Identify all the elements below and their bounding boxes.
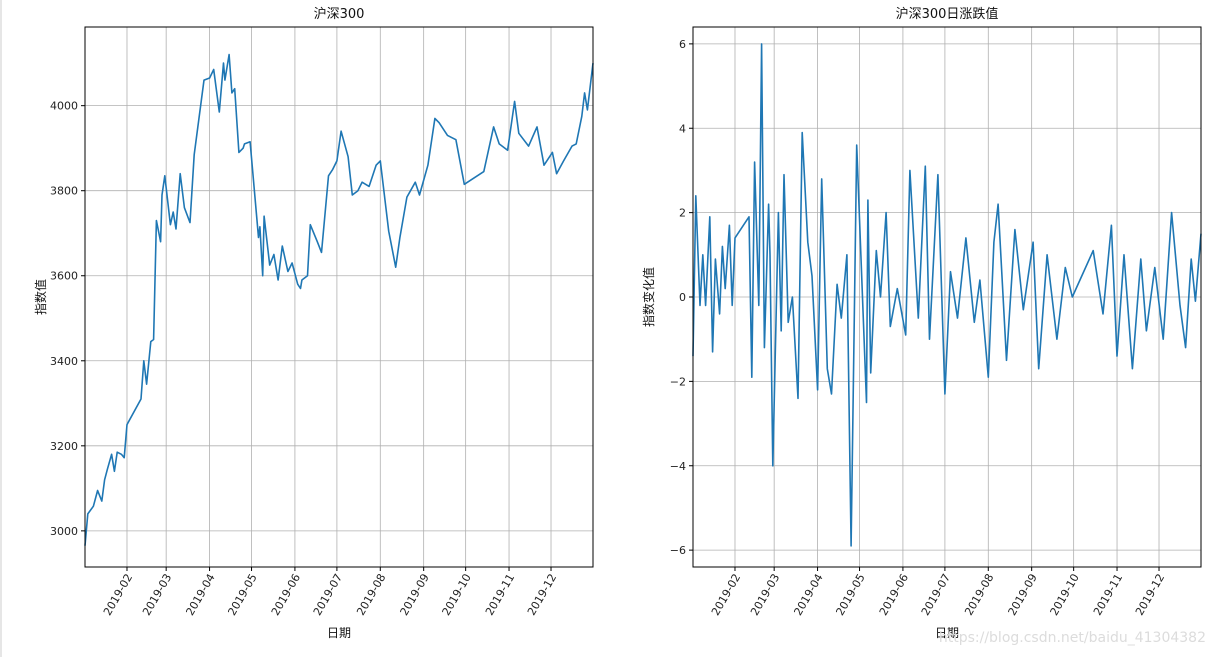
watermark-text: https://blog.csdn.net/baidu_41304382 <box>939 630 1206 646</box>
y-axis-label: 指数变化值 <box>641 267 656 327</box>
chart-title: 沪深300日涨跌值 <box>896 6 999 22</box>
y-tick-label: 0 <box>679 291 686 304</box>
y-tick-label: 4 <box>679 122 686 135</box>
y-tick-label: 3800 <box>50 185 78 198</box>
y-tick-label: 3600 <box>50 270 78 283</box>
x-axis-label: 日期 <box>327 626 351 640</box>
y-tick-label: 4000 <box>50 100 78 113</box>
x-axis-label: 日期 <box>935 626 959 640</box>
series-line <box>84 53 594 546</box>
y-axis-label: 指数值 <box>33 279 48 315</box>
series-line <box>692 43 1202 547</box>
y-tick-label: 3200 <box>50 440 78 453</box>
y-tick-label: −4 <box>670 460 686 473</box>
plot-frame <box>84 26 594 568</box>
y-tick-label: −6 <box>670 544 686 557</box>
y-tick-label: 2 <box>679 207 686 220</box>
y-tick-label: 3000 <box>50 525 78 538</box>
window-left-border <box>0 0 2 657</box>
y-tick-label: 6 <box>679 38 686 51</box>
y-tick-label: −2 <box>670 375 686 388</box>
y-tick-label: 3400 <box>50 355 78 368</box>
chart-title: 沪深300 <box>314 6 365 22</box>
